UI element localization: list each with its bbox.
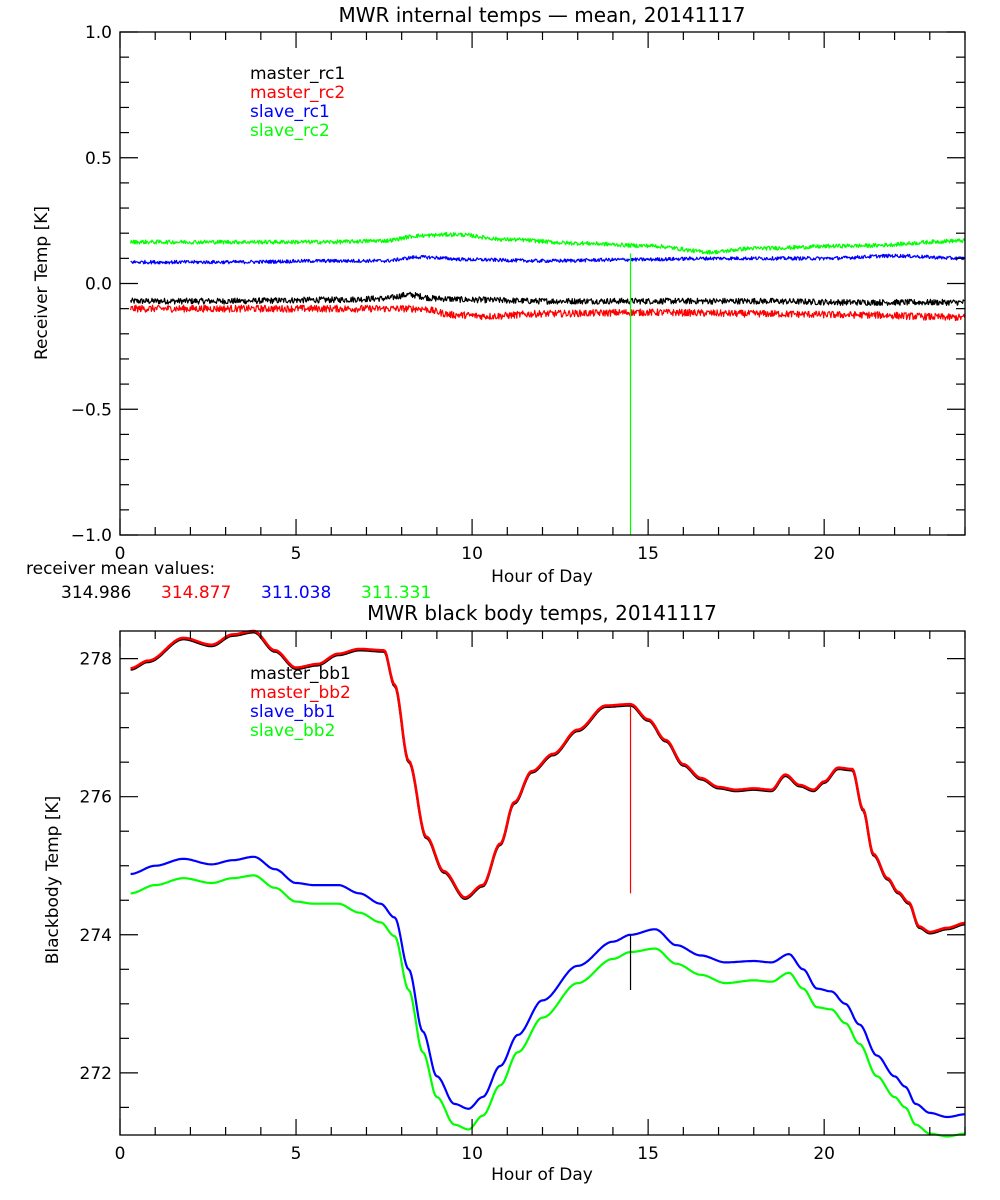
y-tick-label: 1.0 xyxy=(85,23,112,43)
legend-entry-slave-bb2: slave_bb2 xyxy=(250,721,335,741)
series-line-slave-rc1 xyxy=(130,253,966,265)
x-tick-label: 15 xyxy=(637,1144,659,1164)
receiver-mean-label: receiver mean values: xyxy=(26,559,215,579)
blackbody-temp-chart: MWR black body temps, 20141117 Blackbody… xyxy=(43,601,966,1185)
x-tick-label: 20 xyxy=(813,1144,835,1164)
receiver-mean-value-master-rc1: 314.986 xyxy=(61,583,131,603)
y-tick-label: −1.0 xyxy=(71,526,112,546)
x-tick-label: 5 xyxy=(291,544,302,564)
series-line-master-bb2 xyxy=(130,629,966,934)
series-line-master-rc1 xyxy=(130,291,966,306)
legend-entry-master-bb2: master_bb2 xyxy=(250,683,351,703)
legend-entry-slave-rc1: slave_rc1 xyxy=(250,102,330,122)
x-tick-label: 15 xyxy=(637,544,659,564)
y-tick-label: −0.5 xyxy=(71,400,112,420)
chart-title-receiver: MWR internal temps — mean, 20141117 xyxy=(338,3,745,27)
legend-entry-master-rc2: master_rc2 xyxy=(250,83,345,103)
x-tick-label: 5 xyxy=(291,1144,302,1164)
plot-area-receiver: 0 5 10 15 20 −1.0 −0.5 0.0 0.5 1.0 xyxy=(71,23,966,564)
plot-frame xyxy=(119,31,966,536)
y-tick-label: 272 xyxy=(80,1064,112,1084)
y-axis-label-blackbody: Blackbody Temp [K] xyxy=(43,796,63,965)
receiver-mean-values: receiver mean values: 314.986 314.877 31… xyxy=(26,559,431,603)
y-tick-label: 278 xyxy=(80,650,112,670)
y-tick-label: 274 xyxy=(80,926,112,946)
chart-title-blackbody: MWR black body temps, 20141117 xyxy=(367,601,717,625)
legend-entry-master-bb1: master_bb1 xyxy=(250,664,351,684)
x-axis-label-blackbody: Hour of Day xyxy=(491,1165,593,1185)
series-line-slave-rc2 xyxy=(130,232,966,255)
series-line-slave-bb1 xyxy=(130,855,965,1119)
x-tick-label: 10 xyxy=(461,544,483,564)
x-tick-label: 10 xyxy=(461,1144,483,1164)
legend-entry-master-rc1: master_rc1 xyxy=(250,64,345,84)
x-tick-label: 0 xyxy=(115,1144,126,1164)
receiver-mean-value-master-rc2: 314.877 xyxy=(161,583,231,603)
receiver-mean-value-slave-rc1: 311.038 xyxy=(261,583,331,603)
receiver-mean-value-slave-rc2: 311.331 xyxy=(361,583,431,603)
plot-frame xyxy=(119,630,966,1136)
y-axis-label-receiver: Receiver Temp [K] xyxy=(32,206,52,360)
y-tick-label: 0.0 xyxy=(85,275,112,295)
x-tick-label: 20 xyxy=(813,544,835,564)
x-axis-label-receiver: Hour of Day xyxy=(491,567,593,587)
legend-entry-slave-bb1: slave_bb1 xyxy=(250,702,335,722)
plot-area-blackbody: 0 5 10 15 20 272 274 276 278 xyxy=(80,629,966,1164)
series-line-master-rc2 xyxy=(130,304,966,322)
y-tick-label: 0.5 xyxy=(85,149,112,169)
y-tick-label: 276 xyxy=(80,788,112,808)
series-line-slave-bb2 xyxy=(130,874,966,1138)
receiver-temp-chart: MWR internal temps — mean, 20141117 Rece… xyxy=(32,3,966,587)
x-tick-label: 0 xyxy=(115,544,126,564)
legend-entry-slave-rc2: slave_rc2 xyxy=(250,121,330,141)
